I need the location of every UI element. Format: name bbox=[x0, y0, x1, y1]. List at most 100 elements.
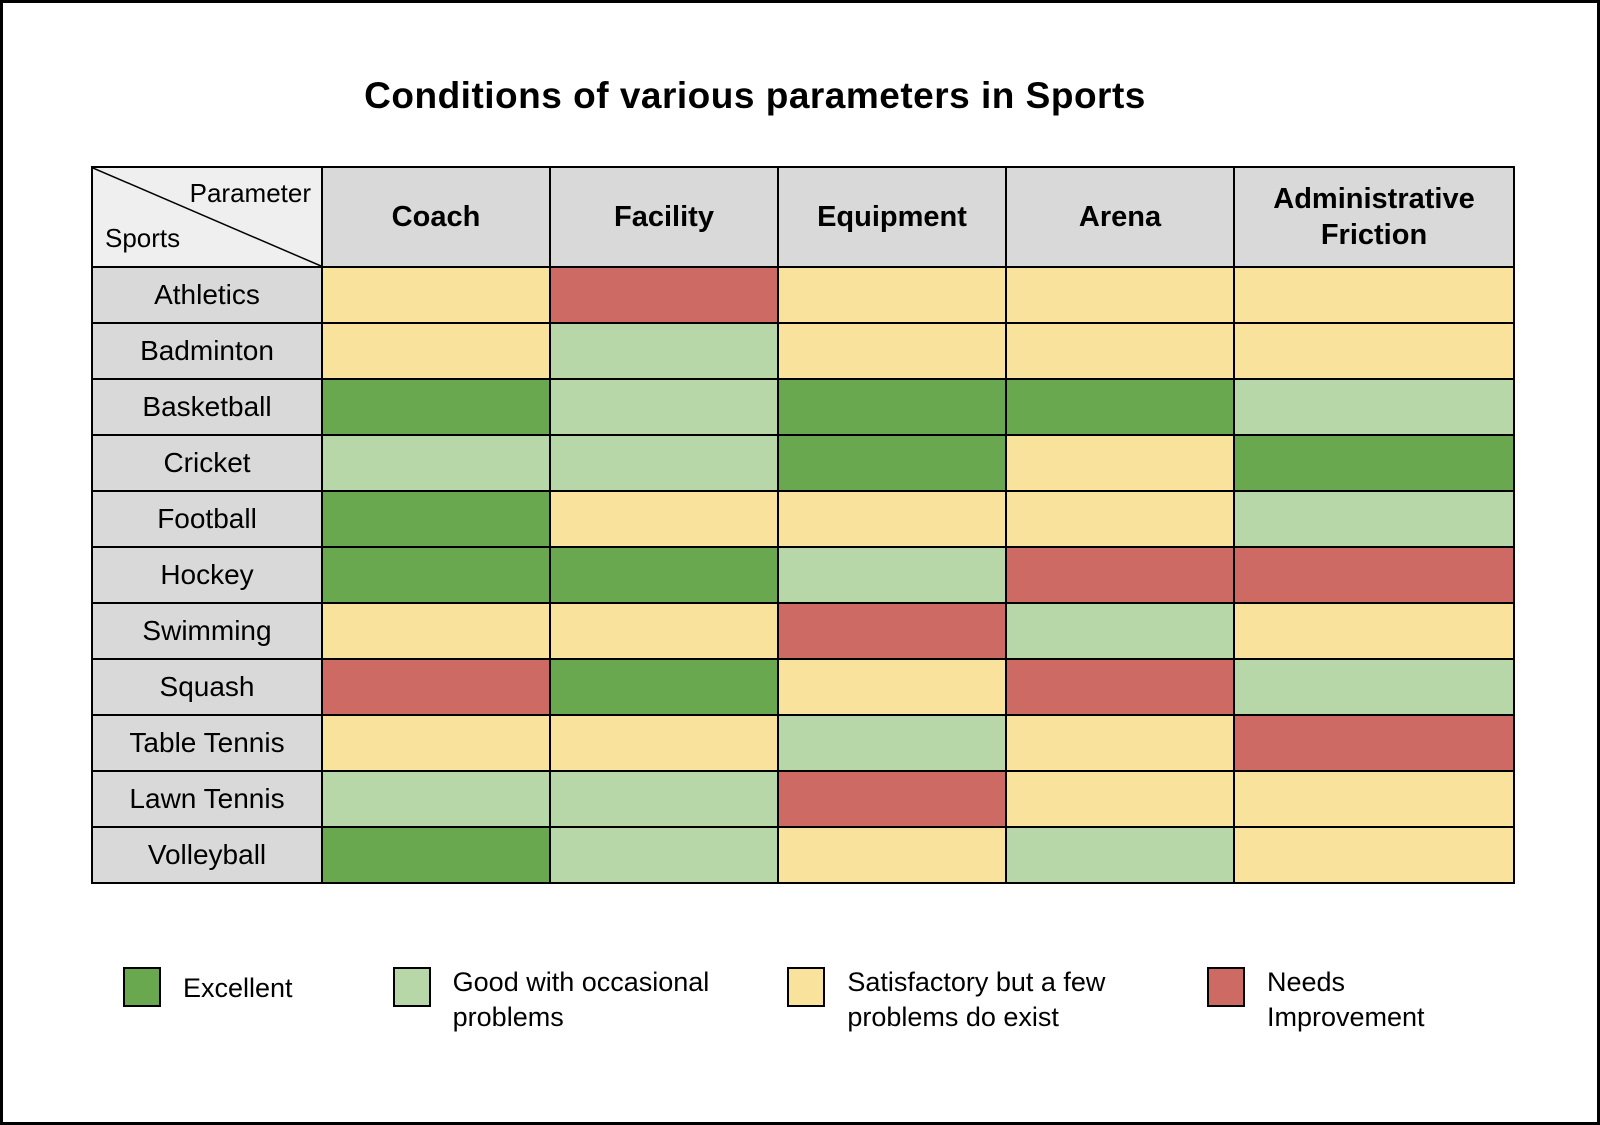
table-row: Basketball bbox=[91, 378, 1515, 436]
row-label: Swimming bbox=[91, 602, 323, 660]
grid-cell-good bbox=[549, 434, 779, 492]
grid-cell-satisfactory bbox=[321, 322, 551, 380]
grid-cell-satisfactory bbox=[777, 490, 1007, 548]
grid-cell-satisfactory bbox=[321, 714, 551, 772]
row-label: Table Tennis bbox=[91, 714, 323, 772]
table-row: Squash bbox=[91, 658, 1515, 716]
grid-cell-satisfactory bbox=[1005, 322, 1235, 380]
grid-cell-satisfactory bbox=[777, 826, 1007, 884]
grid-cell-satisfactory bbox=[1005, 770, 1235, 828]
grid-cell-good bbox=[777, 714, 1007, 772]
grid-cell-needs bbox=[1005, 658, 1235, 716]
grid-cell-excellent bbox=[1005, 378, 1235, 436]
grid-cell-satisfactory bbox=[1005, 714, 1235, 772]
grid-cell-satisfactory bbox=[777, 322, 1007, 380]
column-header-arena: Arena bbox=[1005, 166, 1235, 268]
column-header-equipment: Equipment bbox=[777, 166, 1007, 268]
legend-label-excellent: Excellent bbox=[183, 973, 293, 1003]
grid-cell-needs bbox=[1233, 714, 1515, 772]
grid-cell-satisfactory bbox=[777, 658, 1007, 716]
grid-cell-satisfactory bbox=[321, 266, 551, 324]
corner-cell: Parameter Sports bbox=[91, 166, 323, 268]
diagonal-divider bbox=[93, 168, 321, 266]
grid-cell-excellent bbox=[1233, 434, 1515, 492]
grid-cell-needs bbox=[777, 770, 1007, 828]
grid-cell-good bbox=[549, 322, 779, 380]
row-label: Cricket bbox=[91, 434, 323, 492]
grid-cell-needs bbox=[1005, 546, 1235, 604]
grid-cell-satisfactory bbox=[549, 714, 779, 772]
conditions-table: Parameter Sports Coach Facility Equipmen… bbox=[91, 166, 1515, 884]
grid-cell-good bbox=[549, 826, 779, 884]
grid-body: Athletics Badminton Basketball Cricket Footb… bbox=[91, 266, 1515, 884]
legend-label-good: Good with occasional problems bbox=[452, 967, 710, 1033]
table-row: Football bbox=[91, 490, 1515, 548]
grid-cell-satisfactory bbox=[1233, 770, 1515, 828]
legend-item-excellent: Excellent bbox=[123, 965, 333, 1007]
grid-cell-satisfactory bbox=[1005, 434, 1235, 492]
grid-cell-satisfactory bbox=[777, 266, 1007, 324]
grid-cell-excellent bbox=[549, 658, 779, 716]
table-row: Table Tennis bbox=[91, 714, 1515, 772]
legend-item-satisfactory: Satisfactory but a few problems do exist bbox=[787, 965, 1147, 1035]
row-label: Badminton bbox=[91, 322, 323, 380]
legend-swatch-good bbox=[392, 967, 431, 1007]
legend-swatch-satisfactory bbox=[787, 967, 826, 1007]
grid-cell-satisfactory bbox=[1233, 322, 1515, 380]
grid-cell-good bbox=[1005, 826, 1235, 884]
legend: Excellent Good with occasional problems … bbox=[123, 965, 1467, 1035]
table-row: Volleyball bbox=[91, 826, 1515, 884]
row-label: Squash bbox=[91, 658, 323, 716]
row-label: Hockey bbox=[91, 546, 323, 604]
grid-cell-excellent bbox=[321, 826, 551, 884]
table-row: Cricket bbox=[91, 434, 1515, 492]
grid-cell-excellent bbox=[777, 378, 1007, 436]
grid-cell-satisfactory bbox=[1233, 266, 1515, 324]
grid-cell-satisfactory bbox=[549, 490, 779, 548]
grid-cell-satisfactory bbox=[1005, 266, 1235, 324]
table-row: Hockey bbox=[91, 546, 1515, 604]
grid-cell-satisfactory bbox=[1233, 826, 1515, 884]
column-header-coach: Coach bbox=[321, 166, 551, 268]
grid-cell-good bbox=[1233, 378, 1515, 436]
legend-item-good: Good with occasional problems bbox=[392, 965, 728, 1035]
legend-label-satisfactory: Satisfactory but a few problems do exist bbox=[847, 967, 1106, 1033]
grid-cell-good bbox=[1233, 490, 1515, 548]
corner-sports-label: Sports bbox=[105, 223, 181, 253]
table-row: Athletics bbox=[91, 266, 1515, 324]
row-label: Athletics bbox=[91, 266, 323, 324]
grid-cell-needs bbox=[1233, 546, 1515, 604]
grid-cell-satisfactory bbox=[549, 602, 779, 660]
grid-cell-satisfactory bbox=[321, 602, 551, 660]
grid-cell-good bbox=[321, 770, 551, 828]
grid-cell-excellent bbox=[321, 490, 551, 548]
grid-cell-good bbox=[777, 546, 1007, 604]
column-header-administrative-friction: Administrative Friction bbox=[1233, 166, 1515, 268]
grid-cell-needs bbox=[777, 602, 1007, 660]
grid-cell-satisfactory bbox=[1233, 602, 1515, 660]
grid-cell-good bbox=[321, 434, 551, 492]
header-row: Parameter Sports Coach Facility Equipmen… bbox=[91, 166, 1515, 268]
grid-cell-excellent bbox=[321, 546, 551, 604]
table-row: Lawn Tennis bbox=[91, 770, 1515, 828]
grid-cell-needs bbox=[549, 266, 779, 324]
legend-item-needs-improvement: Needs Improvement bbox=[1206, 965, 1467, 1035]
grid-cell-excellent bbox=[549, 546, 779, 604]
corner-parameter-label: Parameter bbox=[189, 178, 311, 208]
table-row: Swimming bbox=[91, 602, 1515, 660]
row-label: Lawn Tennis bbox=[91, 770, 323, 828]
row-label: Football bbox=[91, 490, 323, 548]
grid-cell-excellent bbox=[321, 378, 551, 436]
grid-cell-good bbox=[1233, 658, 1515, 716]
grid-cell-good bbox=[549, 770, 779, 828]
grid-cell-satisfactory bbox=[1005, 490, 1235, 548]
column-header-facility: Facility bbox=[549, 166, 779, 268]
legend-label-needs-improvement: Needs Improvement bbox=[1266, 967, 1425, 1033]
grid-cell-good bbox=[1005, 602, 1235, 660]
grid-cell-needs bbox=[321, 658, 551, 716]
grid-cell-good bbox=[549, 378, 779, 436]
grid-cell-excellent bbox=[777, 434, 1007, 492]
legend-swatch-excellent bbox=[123, 967, 161, 1007]
table-row: Badminton bbox=[91, 322, 1515, 380]
